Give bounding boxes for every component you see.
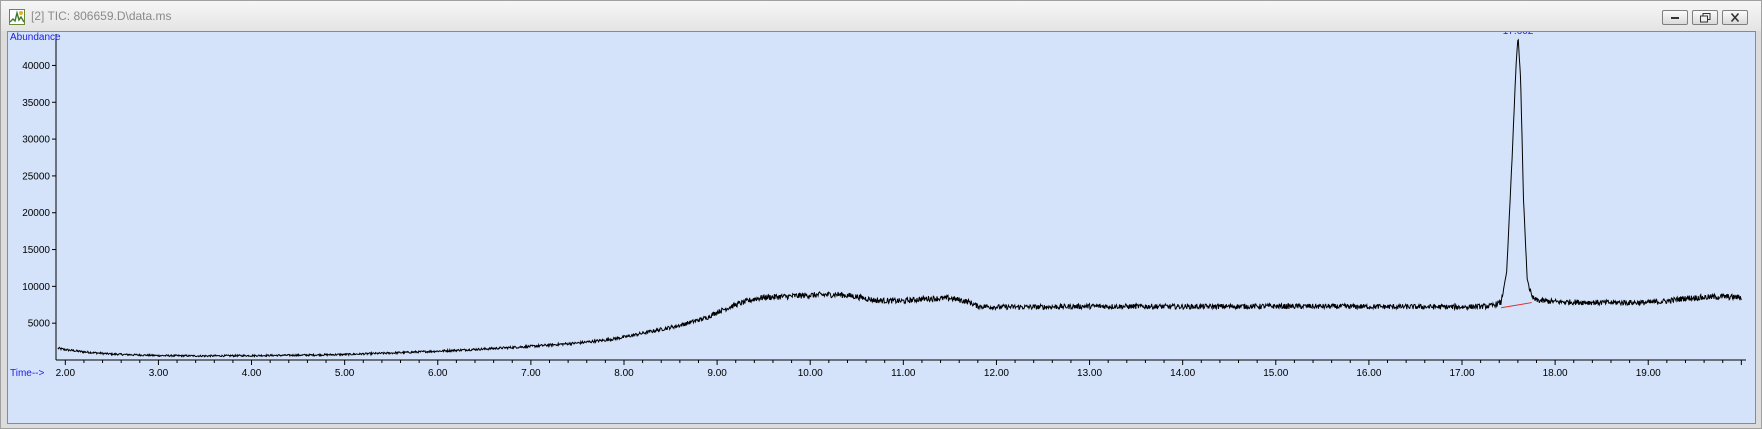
y-tick-label: 30000 — [22, 135, 50, 146]
restore-button[interactable] — [1692, 10, 1718, 25]
x-tick-label: 9.00 — [707, 368, 727, 379]
y-axis-label: Abundance — [10, 32, 61, 43]
x-tick-label: 16.00 — [1356, 368, 1381, 379]
chart-area[interactable]: 5000 10000 15000 20000 25000 30000 35000 40000 … — [7, 31, 1756, 424]
x-axis-label: Time--> — [10, 368, 45, 379]
window-title: [2] TIC: 806659.D\data.ms — [31, 9, 172, 23]
y-tick-label: 20000 — [22, 208, 50, 219]
minimize-button[interactable] — [1662, 10, 1688, 25]
y-tick-label: 10000 — [22, 282, 50, 293]
baseline-marker — [1501, 303, 1532, 308]
x-tick-label: 18.00 — [1543, 368, 1568, 379]
x-tick-label: 15.00 — [1263, 368, 1288, 379]
chromatogram-chart: 500010000150002000025000300003500040000 … — [8, 32, 1755, 423]
x-tick-label: 12.00 — [984, 368, 1009, 379]
x-tick-label: 17.00 — [1449, 368, 1474, 379]
y-tick-label: 25000 — [22, 171, 50, 182]
annotations-group: 17.602 — [1503, 32, 1534, 37]
y-ticks-group: 5000 10000 15000 20000 25000 30000 35000 40000 — [22, 61, 56, 330]
tic-trace-line — [58, 40, 1741, 357]
x-tick-label: 19.00 — [1636, 368, 1661, 379]
axes-group — [56, 34, 1746, 360]
x-tick-label: 3.00 — [149, 368, 169, 379]
x-tick-label: 11.00 — [891, 368, 916, 379]
x-tick-label: 8.00 — [614, 368, 634, 379]
x-tick-label: 14.00 — [1170, 368, 1195, 379]
x-tick-label: 5.00 — [335, 368, 355, 379]
x-tick-label: 2.00 — [56, 368, 76, 379]
close-button[interactable] — [1722, 10, 1748, 25]
x-tick-label: 7.00 — [521, 368, 541, 379]
chromatogram-app-icon — [9, 9, 25, 25]
x-tick-label: 4.00 — [242, 368, 262, 379]
y-tick-label: 40000 — [22, 61, 50, 72]
x-tick-label: 6.00 — [428, 368, 448, 379]
y-tick-label: 35000 — [22, 98, 50, 109]
x-tick-label: 13.00 — [1077, 368, 1102, 379]
y-tick-label: 15000 — [22, 245, 50, 256]
peak-label: 17.602 — [1503, 32, 1534, 37]
x-ticks-group: 2.00 3.00 4.00 5.00 6.00 7.00 8.00 9.00 10.00 11.… — [56, 360, 1742, 379]
x-tick-label: 10.00 — [798, 368, 823, 379]
y-tick-label: 5000 — [28, 319, 51, 330]
title-bar[interactable]: [2] TIC: 806659.D\data.ms — [1, 1, 1761, 31]
